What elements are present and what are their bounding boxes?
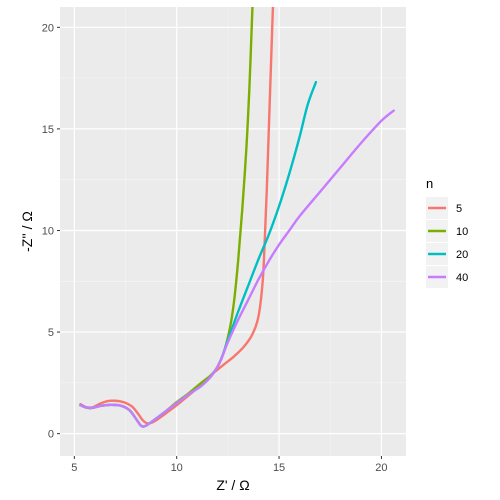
legend: n 5 10 20 40	[426, 176, 468, 288]
legend-item-10: 10	[426, 220, 468, 242]
y-tick-label: 15	[42, 124, 54, 136]
x-tick-label: 15	[273, 462, 285, 474]
legend-item-20: 20	[426, 243, 468, 265]
legend-label: 10	[456, 226, 468, 238]
y-tick-label: 5	[48, 327, 54, 339]
x-tick-label: 20	[375, 462, 387, 474]
plot-panel	[60, 7, 406, 456]
series-line-40	[79, 109, 395, 428]
legend-items: 5 10 20 40	[426, 197, 468, 288]
x-tick-label: 10	[171, 462, 183, 474]
y-tick-label: 20	[42, 22, 54, 34]
y-axis-ticks: 0 5 10 15 20	[42, 22, 60, 441]
legend-item-40: 40	[426, 266, 468, 288]
series-lines	[79, 7, 395, 428]
minor-gridlines	[60, 7, 406, 456]
x-axis-ticks: 5 10 15 20	[71, 456, 388, 474]
x-axis-title: Z' / Ω	[216, 477, 249, 493]
legend-item-5: 5	[426, 197, 462, 219]
x-tick-label: 5	[71, 462, 77, 474]
legend-label: 20	[456, 249, 468, 261]
y-tick-label: 0	[48, 429, 54, 441]
legend-label: 5	[456, 203, 462, 215]
legend-label: 40	[456, 272, 468, 284]
y-axis-title: -Z'' / Ω	[19, 211, 35, 252]
y-tick-label: 10	[42, 225, 54, 237]
legend-title: n	[426, 176, 433, 191]
series-line-5	[79, 7, 275, 425]
major-gridlines	[60, 7, 406, 456]
